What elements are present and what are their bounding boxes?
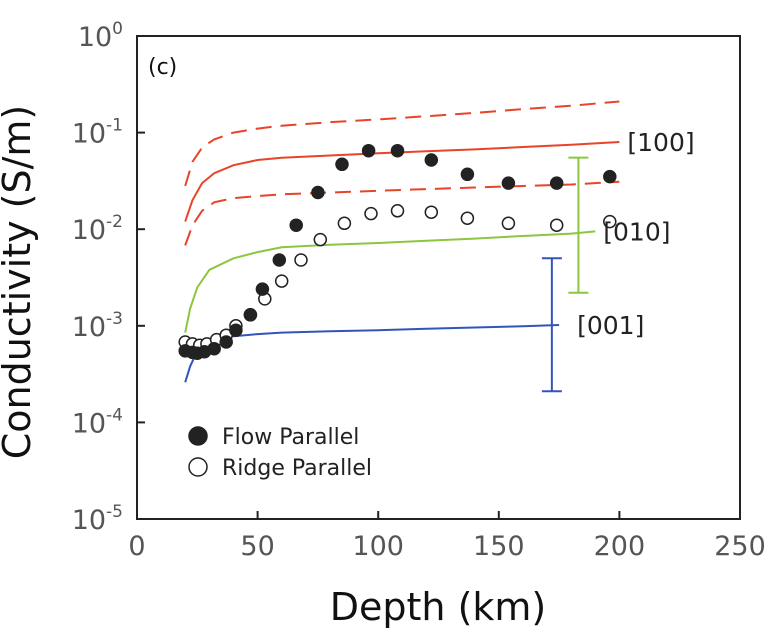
x-tick-label: 150: [473, 531, 525, 562]
model-curve-bound: [185, 102, 619, 187]
flow-parallel-point: [256, 283, 268, 295]
flow-parallel-point: [220, 336, 232, 348]
legend-flow-parallel-label: Flow Parallel: [222, 425, 359, 450]
curve-label: [010]: [603, 217, 670, 246]
flow-parallel-point: [230, 324, 242, 336]
ridge-parallel-point: [502, 217, 514, 229]
ridge-parallel-point: [314, 234, 326, 246]
x-tick-label: 50: [240, 531, 274, 562]
flow-parallel-point: [273, 254, 285, 266]
ridge-parallel-point: [392, 205, 404, 217]
flow-parallel-point: [336, 158, 348, 170]
ridge-parallel-point: [276, 275, 288, 287]
y-tick-label: 10-1: [72, 116, 123, 150]
ridge-parallel-point: [425, 206, 437, 218]
ridge-parallel-point: [295, 254, 307, 266]
x-tick-label: 0: [128, 531, 145, 562]
legend-ridge-parallel-marker: [189, 458, 207, 476]
y-tick-label: 10-3: [72, 309, 123, 343]
y-axis-title: Conductivity (S/m): [0, 105, 39, 460]
flow-parallel-point: [425, 154, 437, 166]
y-tick-label: 10-5: [72, 502, 123, 536]
flow-parallel-point: [551, 177, 563, 189]
flow-parallel-point: [604, 171, 616, 183]
panel-label: (c): [148, 55, 177, 80]
ridge-parallel-point: [461, 212, 473, 224]
x-axis-title: Depth (km): [330, 585, 547, 629]
x-tick-label: 100: [352, 531, 404, 562]
y-tick-label: 10-4: [72, 405, 123, 439]
flow-parallel-point: [312, 187, 324, 199]
curve-label: [100]: [627, 128, 694, 157]
x-tick-label: 200: [594, 531, 646, 562]
flow-parallel-point: [208, 343, 220, 355]
ridge-parallel-point: [551, 219, 563, 231]
x-tick-label: 250: [714, 531, 766, 562]
flow-parallel-point: [290, 219, 302, 231]
ridge-parallel-point: [338, 217, 350, 229]
curve-label: [001]: [577, 311, 644, 340]
ridge-parallel-point: [365, 208, 377, 220]
flow-parallel-point: [502, 177, 514, 189]
flow-parallel-point: [244, 309, 256, 321]
y-tick-label: 100: [78, 19, 123, 53]
flow-parallel-point: [392, 145, 404, 157]
legend-ridge-parallel-label: Ridge Parallel: [222, 456, 372, 481]
flow-parallel-point: [461, 168, 473, 180]
y-tick-label: 10-2: [72, 212, 123, 246]
flow-parallel-point: [363, 145, 375, 157]
legend-flow-parallel-marker: [189, 427, 207, 445]
